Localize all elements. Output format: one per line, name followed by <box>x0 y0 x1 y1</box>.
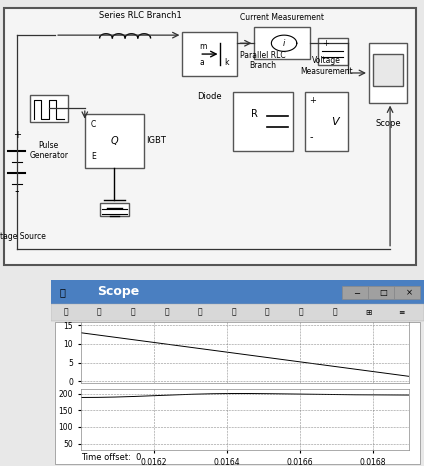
Text: -: - <box>310 132 313 143</box>
Text: -: - <box>15 185 19 199</box>
FancyBboxPatch shape <box>254 27 310 60</box>
Text: □: □ <box>379 288 387 297</box>
Text: a: a <box>199 58 204 67</box>
Text: 📊: 📊 <box>265 308 270 317</box>
Text: Series RLC Branch1: Series RLC Branch1 <box>98 11 181 20</box>
Text: 🖨: 🖨 <box>64 308 68 317</box>
Text: 💾: 💾 <box>332 308 337 317</box>
FancyBboxPatch shape <box>368 286 394 299</box>
Text: ─: ─ <box>354 288 359 297</box>
FancyBboxPatch shape <box>100 203 129 216</box>
FancyBboxPatch shape <box>85 114 144 168</box>
Text: +: + <box>310 96 316 105</box>
FancyBboxPatch shape <box>182 33 237 75</box>
Text: IGBT: IGBT <box>146 136 166 145</box>
Text: Q: Q <box>111 136 118 145</box>
Text: Scope: Scope <box>375 119 401 128</box>
Text: C: C <box>91 120 96 129</box>
FancyBboxPatch shape <box>342 286 368 299</box>
Text: Pulse
Generator: Pulse Generator <box>29 141 68 160</box>
FancyBboxPatch shape <box>30 95 68 122</box>
FancyBboxPatch shape <box>305 92 348 151</box>
Text: +: + <box>13 130 21 140</box>
Text: Parallel RLC
Branch: Parallel RLC Branch <box>240 51 286 70</box>
Text: DC Voltage Source: DC Voltage Source <box>0 233 46 241</box>
Text: Diode: Diode <box>198 92 222 101</box>
FancyBboxPatch shape <box>394 286 420 299</box>
FancyBboxPatch shape <box>233 92 293 151</box>
Text: m: m <box>199 41 206 51</box>
Text: E: E <box>91 152 96 161</box>
Text: 🔍: 🔍 <box>198 308 202 317</box>
Text: V: V <box>331 116 339 127</box>
FancyBboxPatch shape <box>51 304 424 321</box>
Text: 🔍: 🔍 <box>164 308 169 317</box>
Text: i: i <box>283 39 285 48</box>
Text: 📋: 📋 <box>298 308 303 317</box>
FancyBboxPatch shape <box>369 43 407 103</box>
Text: 🔥: 🔥 <box>59 287 65 297</box>
Text: ≡: ≡ <box>399 308 405 317</box>
Text: 🔍: 🔍 <box>131 308 135 317</box>
Text: ⊞: ⊞ <box>365 308 371 317</box>
FancyBboxPatch shape <box>4 8 416 265</box>
Text: Voltage
Measurement: Voltage Measurement <box>300 56 353 75</box>
Text: Scope: Scope <box>97 285 139 298</box>
Text: k: k <box>225 58 229 67</box>
Text: 📋: 📋 <box>97 308 102 317</box>
Text: +: + <box>322 39 329 48</box>
FancyBboxPatch shape <box>318 38 348 65</box>
FancyBboxPatch shape <box>373 54 403 87</box>
Text: 🔭: 🔭 <box>232 308 236 317</box>
FancyBboxPatch shape <box>55 322 420 464</box>
Text: ×: × <box>406 288 413 297</box>
Text: Current Measurement: Current Measurement <box>240 13 324 21</box>
Text: Time offset:  0: Time offset: 0 <box>81 453 141 462</box>
FancyBboxPatch shape <box>51 280 424 304</box>
Text: R: R <box>251 109 258 118</box>
